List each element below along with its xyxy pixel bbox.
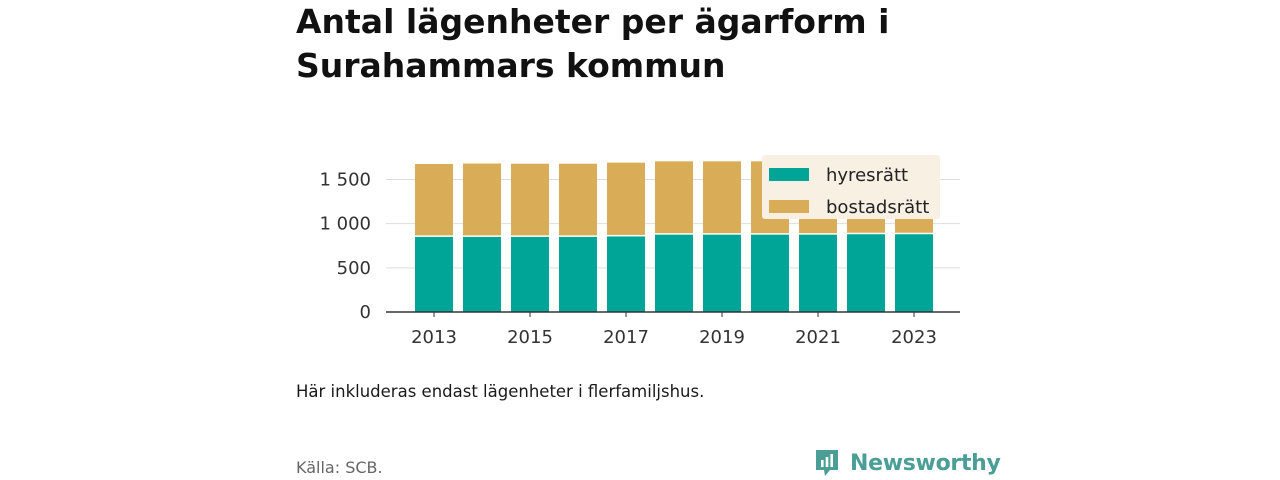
bar-hyresratt [655,234,693,312]
bar-bostadsratt [655,161,693,234]
brand-logo[interactable]: Newsworthy [814,446,1001,480]
bar-bostadsratt [607,162,645,235]
x-tick-label: 2017 [603,327,649,348]
x-tick-label: 2023 [891,327,937,348]
bar-hyresratt [415,236,453,312]
bar-hyresratt [799,234,837,312]
x-tick-label: 2021 [795,327,841,348]
x-tick-label: 2015 [507,327,553,348]
y-tick-label: 1 000 [319,214,371,235]
newsworthy-logo-icon [816,450,838,476]
brand-name: Newsworthy [850,450,1001,476]
bar-hyresratt [895,234,933,312]
chart-note: Här inkluderas endast lägenheter i flerf… [296,382,705,401]
y-tick-label: 0 [360,302,371,323]
y-tick-label: 500 [337,258,371,279]
bar-hyresratt [511,236,549,312]
bar-bostadsratt [415,163,453,236]
bar-hyresratt [463,236,501,312]
bar-bostadsratt [511,163,549,236]
bar-hyresratt [703,234,741,312]
bar-hyresratt [607,236,645,312]
bar-hyresratt [559,236,597,312]
legend-label: bostadsrätt [826,197,929,218]
bar-hyresratt [751,234,789,312]
bar-bostadsratt [559,163,597,236]
x-tick-label: 2019 [699,327,745,348]
bar-hyresratt [847,234,885,312]
legend-swatch [769,200,809,213]
x-tick-label: 2013 [411,327,457,348]
legend-label: hyresrätt [826,165,908,186]
chart-title: Antal lägenheter per ägarform i Surahamm… [296,2,890,85]
y-tick-label: 1 500 [319,169,371,190]
bar-bostadsratt [463,163,501,236]
legend-swatch [769,168,809,181]
bar-bostadsratt [703,161,741,234]
source-text: Källa: SCB. [296,458,383,477]
